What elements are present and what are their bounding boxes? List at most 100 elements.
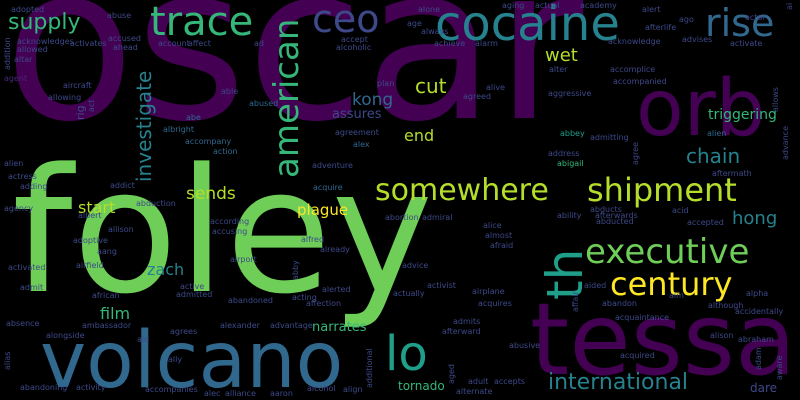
word-albert: albert [78, 211, 102, 220]
word-accept: accept [341, 35, 368, 44]
word-addition: addition [3, 37, 12, 70]
word-lo: lo [385, 326, 428, 382]
word-agreement: agreement [335, 128, 379, 137]
word-agreed: agreed [463, 92, 492, 101]
word-accusing: accusing [212, 227, 248, 236]
word-plague: plague [297, 201, 349, 219]
word-african: african [92, 291, 120, 300]
word-orb: orb [636, 64, 766, 154]
word-admiral: admiral [422, 213, 453, 222]
word-alcohol: alcohol [307, 384, 336, 393]
word-acquire: acquire [313, 183, 343, 192]
word-tessa: tessa [530, 281, 797, 398]
word-oscar: oscar [4, 0, 584, 169]
word-aid: aid [137, 335, 150, 344]
word-academy: academy [580, 1, 617, 10]
word-accompanies: accompanies [145, 385, 198, 394]
word-alexander: alexander [220, 321, 260, 330]
word-aim: aim [669, 291, 684, 300]
word-acquires: acquires [478, 299, 512, 308]
word-abandoned: abandoned [228, 296, 273, 305]
word-agency: agency [4, 204, 34, 213]
word-somewhere: somewhere [375, 173, 549, 208]
word-abused: abused [249, 99, 279, 108]
word-alex: alex [353, 140, 370, 149]
word-ceo: ceo [312, 0, 380, 41]
word-th: th [536, 248, 594, 300]
word-end: end [404, 126, 435, 145]
word-accompany: accompany [185, 137, 232, 146]
word-aang: aang [97, 247, 117, 256]
word-abraham: abraham [738, 335, 774, 344]
word-century: century [610, 265, 733, 303]
word-alias: alias [3, 351, 12, 370]
word-alter: alter [549, 65, 568, 74]
word-abortion: abortion [385, 213, 419, 222]
word-zach: zach [147, 260, 185, 279]
word-advice: advice [402, 261, 429, 270]
word-admitted: admitted [176, 290, 213, 299]
word-abby: abby [291, 260, 300, 280]
word-kong: kong [352, 90, 394, 110]
word-alert: alert [642, 5, 661, 14]
word-ago: ago [679, 15, 694, 24]
word-narrates: narrates [312, 320, 367, 335]
word-plan: plan [377, 79, 395, 88]
word-adult: adult [468, 377, 489, 386]
word-agent: agent [4, 74, 28, 83]
word-advises: advises [682, 35, 713, 44]
word-ally: ally [168, 355, 183, 364]
word-allison: allison [108, 225, 134, 234]
word-aftermath: aftermath [712, 169, 752, 178]
word-addict: addict [110, 181, 135, 190]
word-assures: assures [332, 107, 382, 122]
word-alison: alison [710, 331, 734, 340]
word-address: address [548, 149, 580, 158]
word-age: age [407, 19, 422, 28]
word-afterlife: afterlife [645, 23, 677, 32]
word-rise: rise [705, 1, 775, 45]
word-activity: activity [76, 383, 106, 392]
word-airplane: airplane [472, 287, 505, 296]
word-aged: aged [447, 364, 456, 384]
word-acid: acid [672, 206, 689, 215]
word-alternate: alternate [456, 387, 493, 396]
word-allowed: allowed [17, 45, 48, 54]
word-almost: almost [485, 231, 513, 240]
word-additional: additional [365, 348, 374, 388]
word-alpha: alpha [746, 289, 769, 298]
word-active: active [180, 282, 205, 291]
word-investigate: investigate [132, 70, 156, 182]
word-activated: activated [8, 263, 46, 272]
word-aging: aging [502, 1, 525, 10]
word-accused: accused [108, 34, 141, 43]
word-affect: affect [188, 39, 211, 48]
word-start: start [78, 198, 116, 217]
word-allows: allows [771, 87, 780, 112]
word-alec: alec [204, 389, 221, 398]
word-alfred: alfred [301, 235, 325, 244]
word-align: align [343, 385, 363, 394]
word-achieve: achieve [434, 39, 466, 48]
word-abe: abe [186, 113, 201, 122]
word-acquaintance: acquaintance [615, 313, 670, 322]
word-acquired: acquired [620, 351, 655, 360]
word-actual: actual [535, 1, 560, 10]
word-act: act [87, 99, 96, 112]
word-abducted: abducted [596, 217, 634, 226]
word-alice: alice [483, 221, 502, 230]
word-aware: aware [775, 355, 784, 380]
word-allowing: allowing [48, 93, 82, 102]
word-accepted: accepted [687, 218, 724, 227]
word-affair: affair [571, 291, 580, 312]
word-hong: hong [732, 208, 778, 229]
word-actress: actress [8, 172, 37, 181]
word-action: action [213, 147, 238, 156]
word-advance: advance [781, 125, 790, 160]
word-trace: trace [150, 0, 254, 45]
word-supply: supply [8, 10, 81, 35]
word-abigail: abigail [557, 159, 584, 168]
word-abandon: abandon [602, 299, 637, 308]
word-admit: admit [20, 283, 44, 292]
word-already: already [320, 245, 350, 254]
